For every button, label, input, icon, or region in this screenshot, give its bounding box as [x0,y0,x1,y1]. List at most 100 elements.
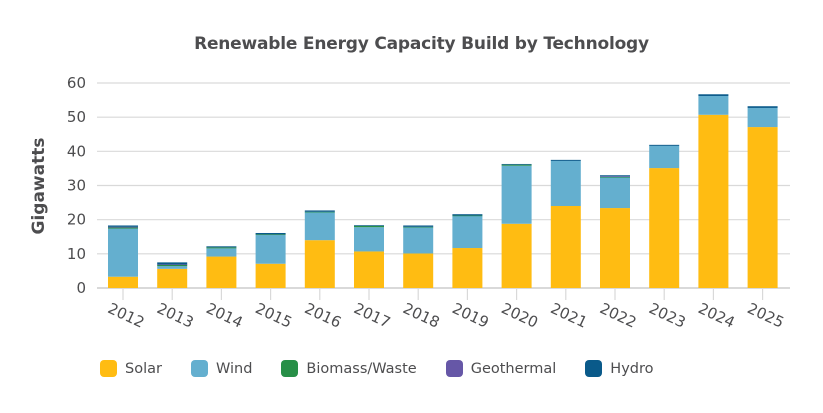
bar-wind-2022 [600,177,630,209]
gridlines [97,82,790,289]
bar-biomass-waste-2013 [157,264,188,267]
legend-swatch [445,360,463,377]
bar-wind-2024 [698,95,729,115]
x-tick-label: 2023 [646,299,688,331]
y-tick-label: 60 [67,74,86,92]
bar-stack-2024 [698,94,729,289]
x-axis-ticks: 2012 2013 2014 2015 2016 2017 2018 2019 2020 2021… [105,288,787,332]
bar-solar-2022 [600,208,630,288]
bar-hydro-2021 [550,159,581,161]
bar-stack-2022 [600,175,630,288]
bar-wind-2023 [649,145,680,169]
bar-biomass-waste-2016 [304,211,335,213]
bar-stack-2012 [108,225,138,288]
legend-item-wind: Wind [190,360,253,377]
bar-hydro-2020 [501,163,532,165]
y-axis-ticks: 0 10 20 30 40 50 60 [67,74,86,297]
bar-solar-2021 [550,206,581,288]
legend-item-hydro: Hydro [585,360,654,377]
x-tick-label: 2020 [499,299,541,331]
bar-stack-2015 [255,232,286,288]
bar-solar-2025 [747,127,778,288]
bar-biomass-waste-2018 [403,226,434,228]
bar-stack-2017 [354,225,384,288]
x-tick-label: 2012 [105,299,147,331]
bar-geothermal-2022 [600,176,630,177]
y-tick-label: 0 [76,279,86,297]
x-tick-label: 2017 [351,299,393,331]
bar-hydro-2018 [403,225,434,227]
bar-geothermal-2012 [108,226,138,228]
y-tick-label: 50 [67,108,86,126]
bar-solar-2017 [354,251,384,288]
x-tick-label: 2016 [302,299,344,331]
bar-wind-2017 [354,227,384,252]
bar-solar-2015 [255,263,286,288]
bar-hydro-2023 [649,144,680,146]
y-axis-label: Gigawatts [29,138,49,235]
y-tick-label: 10 [67,245,86,263]
legend-label: Solar [125,360,162,377]
bar-solar-2020 [501,223,532,288]
x-tick-label: 2014 [203,299,245,331]
bar-wind-2020 [501,165,532,224]
bar-hydro-2025 [747,106,778,108]
bar-wind-2025 [747,107,778,128]
bar-stack-2021 [550,159,581,288]
legend-label: Geothermal [470,360,557,377]
legend-label: Biomass/Waste [306,360,417,377]
legend-label: Hydro [610,360,654,377]
bar-solar-2024 [698,114,729,289]
bar-wind-2019 [452,215,483,249]
x-tick-label: 2013 [154,299,196,331]
legend: Solar Wind Biomass/Waste Geothermal Hydro [100,360,683,377]
bar-wind-2021 [550,160,581,206]
bar-stack-2020 [501,163,532,288]
bar-stack-2016 [304,210,335,288]
bar-hydro-2015 [255,232,286,235]
legend-item-solar: Solar [100,360,162,377]
bar-solar-2013 [157,268,188,288]
bar-solar-2018 [403,253,434,288]
x-tick-label: 2024 [695,299,737,331]
bar-stack-2025 [747,106,778,288]
bar-biomass-waste-2022 [600,176,630,178]
bar-wind-2016 [304,212,335,241]
bar-stack-2018 [403,225,434,288]
y-tick-label: 20 [67,211,86,229]
x-tick-label: 2019 [449,299,491,331]
bar-geothermal-2013 [157,264,188,266]
bar-stack-2014 [206,246,237,288]
legend-swatch [585,360,603,377]
bar-wind-2018 [403,227,434,254]
bar-biomass-waste-2019 [452,215,483,217]
bar-hydro-2017 [354,225,384,226]
bars [108,94,778,289]
bar-wind-2013 [157,266,188,269]
bar-biomass-waste-2020 [501,164,532,166]
x-tick-label: 2022 [597,299,639,331]
y-tick-label: 40 [67,142,86,160]
bar-solar-2012 [108,276,138,288]
bar-hydro-2019 [452,214,483,216]
bar-wind-2012 [108,228,138,277]
y-tick-label: 30 [67,177,86,195]
x-tick-label: 2025 [745,299,787,331]
bar-stack-2019 [452,214,483,288]
bar-biomass-waste-2014 [206,247,237,249]
legend-item-geothermal: Geothermal [445,360,557,377]
bar-wind-2014 [206,248,237,257]
legend-swatch [190,360,208,377]
x-tick-label: 2018 [400,299,442,331]
legend-label: Wind [215,360,253,377]
legend-swatch [281,360,299,377]
bar-stack-2013 [157,262,188,288]
x-tick-label: 2021 [548,299,590,331]
bar-hydro-2013 [157,262,188,265]
bar-solar-2019 [452,248,483,288]
bar-solar-2014 [206,256,237,288]
bar-hydro-2016 [304,210,335,212]
legend-swatch [100,360,117,377]
bar-wind-2015 [255,235,286,264]
